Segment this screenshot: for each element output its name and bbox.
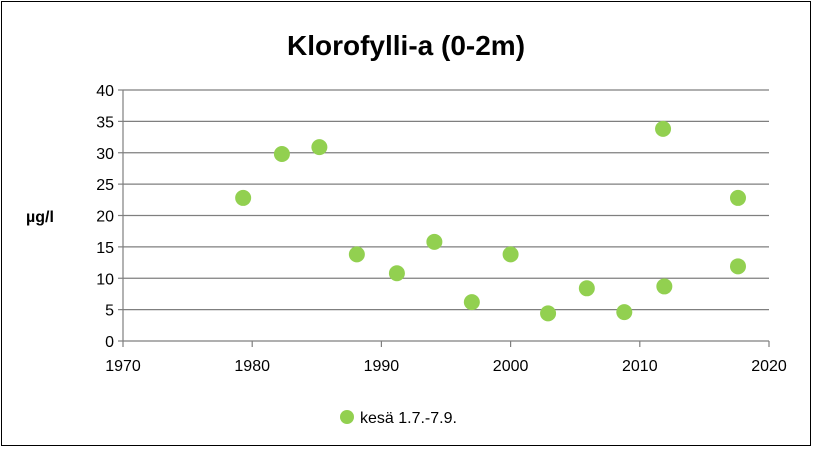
x-tick-label: 1980 [234, 358, 270, 375]
data-point [616, 304, 633, 321]
x-tick-label: 1990 [364, 358, 400, 375]
chart-title: Klorofylli-a (0-2m) [287, 30, 525, 61]
grid-lines [123, 89, 769, 311]
x-tick-labels: 1970 1980 1990 2000 2010 2020 [105, 358, 787, 375]
data-point [729, 189, 746, 206]
chart-svg: Klorofylli-a (0-2m) 0 5 10 15 20 25 30 35 40 197… [26, 30, 787, 427]
y-tick-label: 5 [105, 303, 114, 320]
data-point [235, 189, 252, 206]
data-points [235, 120, 746, 322]
y-tick-label: 0 [105, 334, 114, 351]
y-tick-labels: 0 5 10 15 20 25 30 35 40 [96, 83, 114, 351]
data-point [463, 294, 480, 311]
x-tick-label: 2020 [751, 358, 787, 375]
data-point [311, 139, 328, 156]
data-point [426, 233, 443, 250]
data-point [388, 265, 405, 282]
axes [118, 89, 770, 347]
x-tick-label: 2010 [622, 358, 658, 375]
legend-label: kesä 1.7.-7.9. [360, 410, 457, 427]
data-point [656, 278, 673, 295]
data-point [540, 305, 557, 322]
x-tick-label: 1970 [105, 358, 141, 375]
y-tick-label: 20 [96, 209, 114, 226]
y-tick-label: 25 [96, 177, 114, 194]
x-tick-label: 2000 [493, 358, 529, 375]
data-point [502, 246, 519, 263]
data-point [578, 280, 595, 297]
legend-marker [340, 410, 354, 424]
data-point [729, 258, 746, 275]
data-point [348, 246, 365, 263]
y-tick-label: 35 [96, 114, 114, 131]
y-tick-label: 30 [96, 146, 114, 163]
data-point [655, 120, 672, 137]
legend: kesä 1.7.-7.9. [340, 410, 457, 427]
y-tick-label: 40 [96, 83, 114, 100]
y-axis-label: µg/l [26, 209, 54, 226]
y-tick-label: 10 [96, 271, 114, 288]
y-tick-label: 15 [96, 240, 114, 257]
data-point [273, 146, 290, 163]
